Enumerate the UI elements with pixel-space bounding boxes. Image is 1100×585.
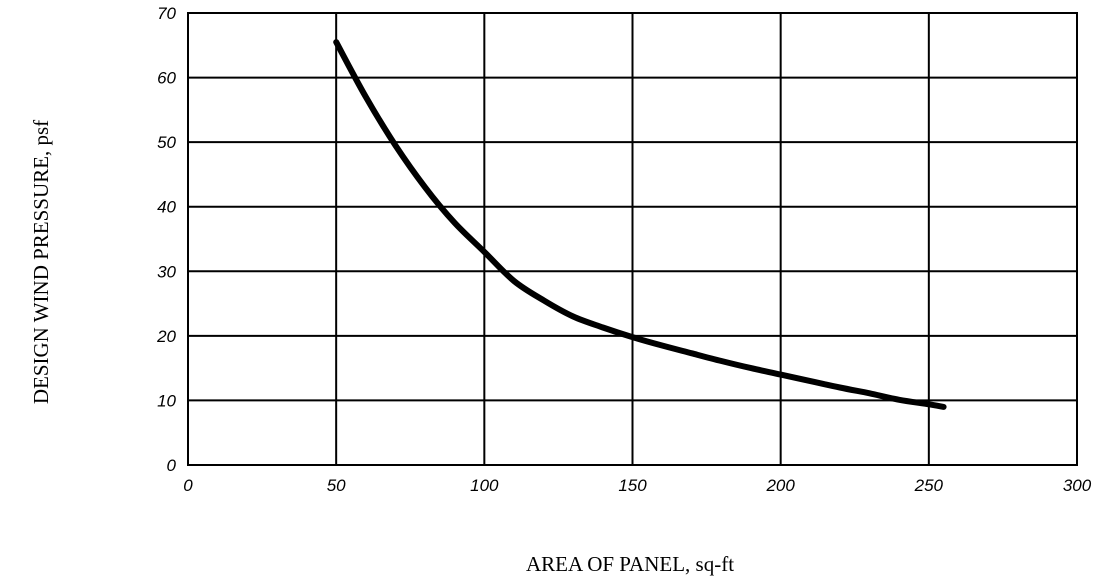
y-tick-label: 40 bbox=[157, 198, 176, 217]
x-axis-label: AREA OF PANEL, sq-ft bbox=[526, 552, 734, 576]
y-tick-label: 0 bbox=[167, 456, 177, 475]
y-tick-label: 50 bbox=[157, 133, 176, 152]
x-tick-label: 250 bbox=[914, 476, 944, 495]
y-tick-label: 70 bbox=[157, 4, 176, 23]
grid bbox=[188, 13, 1077, 465]
plot-frame bbox=[187, 12, 1078, 466]
x-axis-ticks: 0 50 100 150 200 250 300 bbox=[183, 476, 1091, 495]
x-tick-label: 150 bbox=[618, 476, 647, 495]
y-tick-label: 20 bbox=[156, 327, 176, 346]
y-tick-label: 10 bbox=[157, 391, 176, 410]
y-axis-ticks: 0 10 20 30 40 50 60 70 bbox=[156, 4, 176, 475]
y-tick-label: 60 bbox=[157, 69, 176, 88]
x-tick-label: 300 bbox=[1063, 476, 1092, 495]
y-tick-label: 30 bbox=[157, 262, 176, 281]
y-axis-label: DESIGN WIND PRESSURE, psf bbox=[29, 120, 53, 404]
x-tick-label: 100 bbox=[470, 476, 499, 495]
series-line bbox=[333, 39, 947, 410]
x-tick-label: 50 bbox=[327, 476, 346, 495]
x-tick-label: 200 bbox=[765, 476, 795, 495]
x-tick-label: 0 bbox=[183, 476, 193, 495]
